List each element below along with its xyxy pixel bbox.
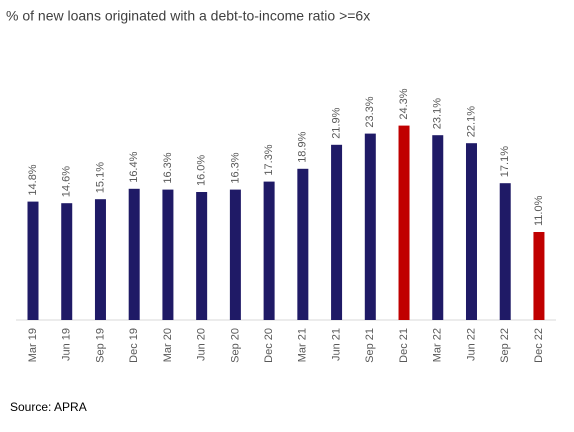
x-tick-label: Jun 19 [61,328,73,361]
bar [94,199,106,320]
x-tick-label: Jun 21 [330,328,342,361]
x-tick-label: Sep 19 [94,328,106,363]
value-label: 17.3% [263,144,275,175]
bar [297,168,309,320]
value-label: 17.1% [499,146,511,177]
x-tick-label: Sep 22 [499,328,511,363]
bar [128,188,140,320]
value-label: 16.3% [229,152,241,183]
value-label: 11.0% [533,195,545,226]
bar [229,189,241,320]
value-label: 18.9% [297,131,309,162]
bar [331,144,343,320]
bar [533,232,545,320]
bar [432,135,444,320]
x-tick-label: Jun 20 [196,328,208,361]
x-tick-label: Sep 20 [229,328,241,363]
bar [162,189,174,320]
value-label: 23.3% [364,96,376,127]
bar [61,203,73,320]
bar [27,201,39,320]
value-label: 15.1% [94,162,106,193]
x-tick-label: Mar 19 [27,328,39,362]
value-label: 23.1% [432,98,444,129]
value-label: 21.9% [330,107,342,138]
chart-title: % of new loans originated with a debt-to… [6,8,370,24]
x-tick-label: Dec 20 [263,328,275,363]
x-tick-label: Dec 21 [398,328,410,363]
bar [398,125,410,320]
bar [196,192,208,320]
value-label: 14.6% [61,166,73,197]
bar [364,133,376,320]
value-label: 16.4% [128,151,140,182]
bar [499,183,511,320]
x-tick-label: Dec 22 [533,328,545,363]
value-label: 14.8% [27,164,39,195]
value-label: 16.3% [162,152,174,183]
x-tick-label: Mar 21 [297,328,309,362]
bar [263,181,275,320]
x-tick-label: Mar 22 [432,328,444,362]
x-tick-label: Jun 22 [465,328,477,361]
x-tick-label: Mar 20 [162,328,174,362]
value-label: 22.1% [465,106,477,137]
x-tick-label: Sep 21 [364,328,376,363]
bar [465,143,477,320]
value-label: 16.0% [196,155,208,186]
source: Source: APRA [10,400,87,414]
x-tick-label: Dec 19 [128,328,140,363]
value-label: 24.3% [398,88,410,119]
